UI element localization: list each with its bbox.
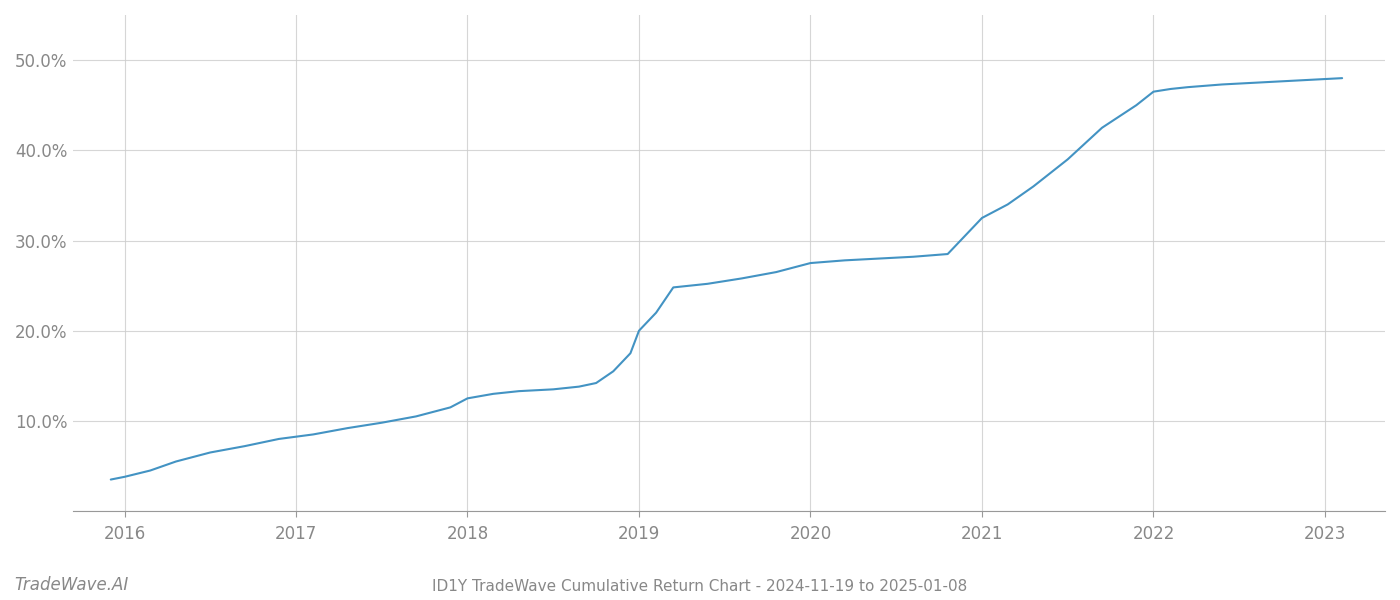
Text: ID1Y TradeWave Cumulative Return Chart - 2024-11-19 to 2025-01-08: ID1Y TradeWave Cumulative Return Chart -… [433,579,967,594]
Text: TradeWave.AI: TradeWave.AI [14,576,129,594]
